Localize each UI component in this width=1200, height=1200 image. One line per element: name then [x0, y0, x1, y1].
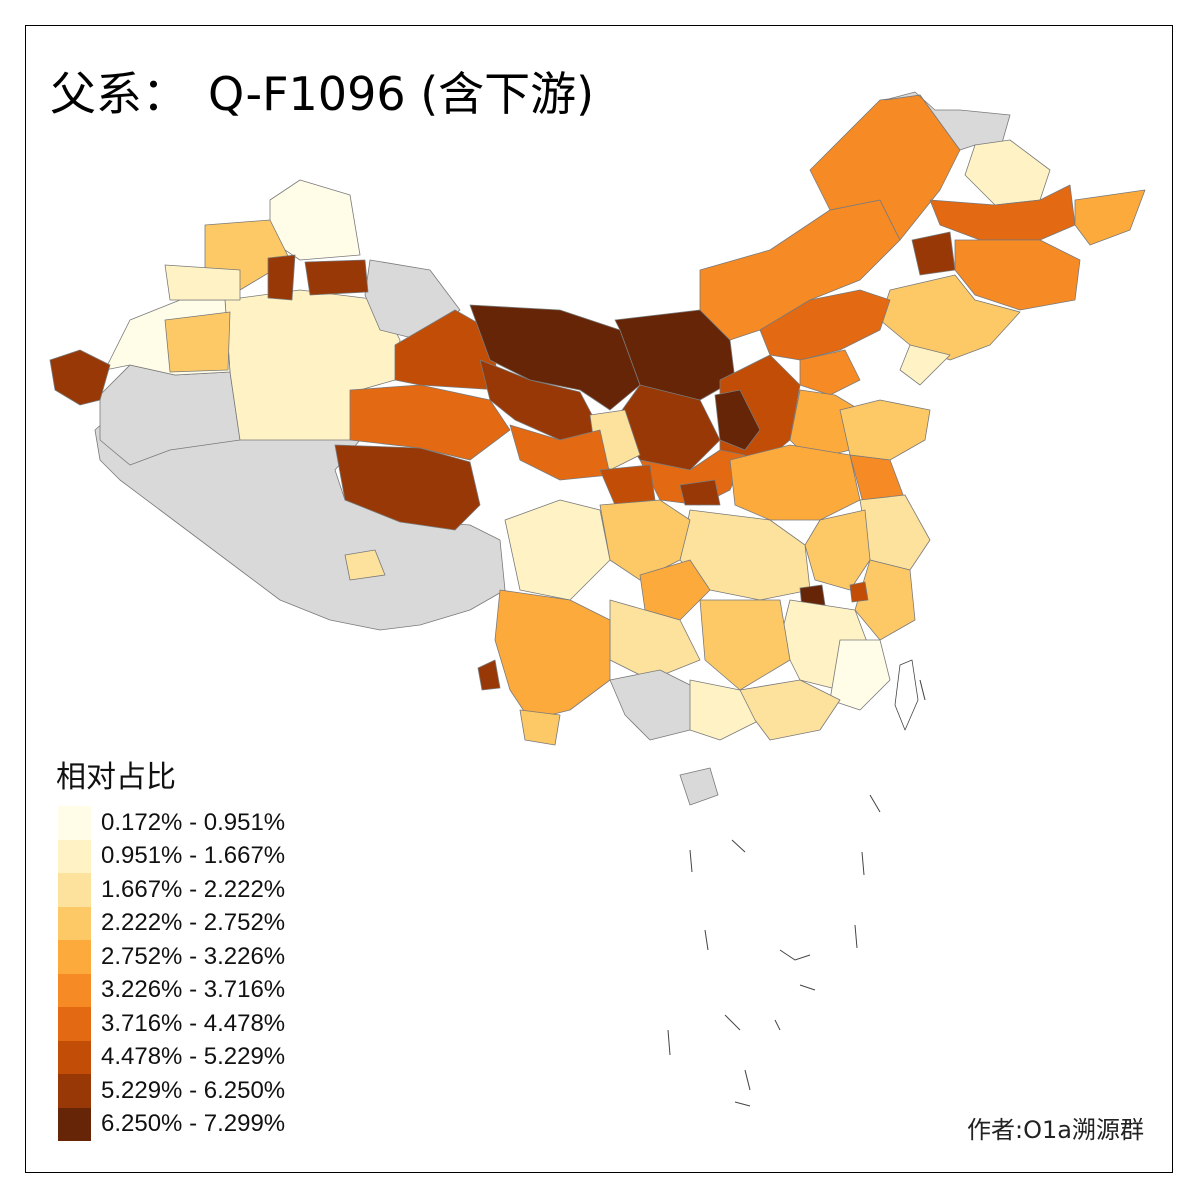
legend-item: 3.716% - 4.478% [58, 1007, 285, 1041]
region-ili [164, 264, 241, 301]
region-hainan [679, 767, 719, 806]
region-liaodong [899, 344, 951, 386]
legend-item: 0.172% - 0.951% [58, 806, 285, 840]
region-shihezi [267, 254, 296, 301]
title-prefix: 父系： [50, 67, 188, 121]
legend-label: 3.226% - 3.716% [101, 976, 286, 1004]
region-tianshui [599, 464, 656, 506]
legend-swatch [58, 1007, 91, 1041]
legend-swatch [58, 1107, 91, 1141]
legend-item: 5.229% - 6.250% [58, 1074, 285, 1108]
legend-swatch [58, 973, 91, 1007]
region-haixi [349, 384, 511, 461]
legend-swatch [58, 873, 91, 907]
legend-label: 5.229% - 6.250% [101, 1076, 286, 1104]
region-taiwan [894, 659, 919, 731]
region-hunan [699, 599, 791, 691]
region-alxa [469, 304, 641, 411]
region-xian [679, 479, 721, 506]
legend-swatch [58, 839, 91, 873]
legend-swatch [58, 806, 91, 840]
region-shandong [839, 399, 931, 461]
legend-swatch [58, 906, 91, 940]
region-dehong [477, 659, 501, 691]
legend-label: 0.172% - 0.951% [101, 808, 286, 836]
region-jilin [954, 239, 1081, 311]
author-credit: 作者:O1a溯源群 [967, 1116, 1144, 1144]
region-yunnan [494, 589, 611, 721]
legend-label: 4.478% - 5.229% [101, 1043, 286, 1071]
legend-label: 2.222% - 2.752% [101, 909, 286, 937]
region-shanxi-center [714, 389, 761, 451]
region-heilongjiang-north [964, 139, 1051, 206]
legend-label: 6.250% - 7.299% [101, 1110, 286, 1138]
map-title: 父系： Q-F1096 (含下游) [50, 58, 594, 124]
region-jiangsu [859, 494, 931, 571]
legend-title: 相对占比 [56, 760, 176, 795]
region-fujian [829, 639, 891, 711]
region-guangxi [609, 669, 701, 741]
region-daxinganling [884, 91, 1011, 151]
title-haplogroup: Q-F1096 (含下游) [208, 67, 595, 121]
region-inner-mongolia-east [699, 199, 901, 341]
region-liaoning [879, 274, 1021, 361]
legend-swatch [58, 940, 91, 974]
region-sichuan-west [504, 499, 611, 601]
legend-label: 1.667% - 2.222% [101, 875, 286, 903]
region-jiamusi [1074, 189, 1146, 246]
region-shanghai [849, 581, 869, 603]
region-henan [729, 444, 861, 521]
region-beijing-tianjin [799, 349, 861, 396]
legend-item: 2.752% - 3.226% [58, 940, 285, 974]
region-sichuan-east [599, 499, 691, 581]
legend-label: 3.716% - 4.478% [101, 1009, 286, 1037]
legend-item: 2.222% - 2.752% [58, 906, 286, 940]
region-hebei-north [759, 289, 891, 361]
legend-item: 0.951% - 1.667% [58, 839, 286, 873]
region-chongqing [639, 559, 711, 621]
region-turpan [304, 259, 369, 296]
region-yunnan-south [519, 709, 561, 746]
region-kashgar [49, 349, 111, 406]
legend-label: 0.951% - 1.667% [101, 842, 286, 870]
region-qiqihar [911, 231, 956, 276]
region-aksu [164, 311, 231, 373]
legend-label: 2.752% - 3.226% [101, 942, 286, 970]
south-china-sea-islands [667, 679, 926, 1107]
legend: 0.172% - 0.951% 0.951% - 1.667% 1.667% -… [58, 806, 285, 1141]
region-guangdong [739, 679, 841, 741]
legend-swatch [58, 1040, 91, 1074]
region-yushu [344, 549, 386, 581]
legend-item: 1.667% - 2.222% [58, 873, 285, 907]
legend-item: 6.250% - 7.299% [58, 1107, 286, 1141]
legend-item: 4.478% - 5.229% [58, 1040, 286, 1074]
legend-item: 3.226% - 3.716% [58, 973, 286, 1007]
legend-swatch [58, 1074, 91, 1108]
region-anhui [804, 509, 871, 591]
